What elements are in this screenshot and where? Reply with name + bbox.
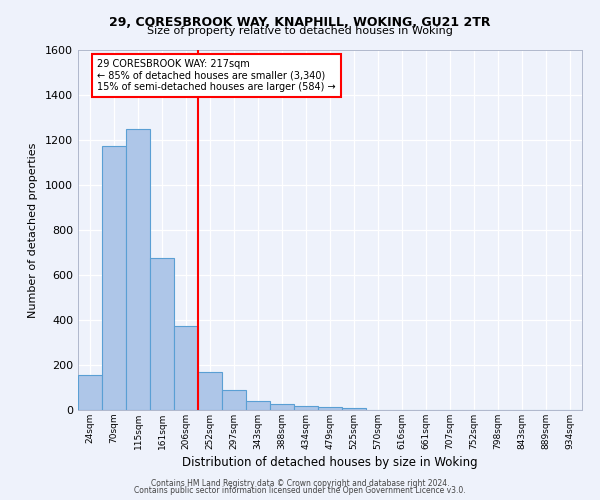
Bar (318, 407, 342, 410)
Text: Contains public sector information licensed under the Open Government Licence v3: Contains public sector information licen… (134, 486, 466, 495)
Text: 29 CORESBROOK WAY: 217sqm
← 85% of detached houses are smaller (3,340)
15% of se: 29 CORESBROOK WAY: 217sqm ← 85% of detac… (97, 59, 336, 92)
Bar (174, 326, 198, 410)
Bar (270, 404, 294, 410)
Bar (78, 375, 102, 410)
Bar (222, 390, 246, 410)
Text: 29, CORESBROOK WAY, KNAPHILL, WOKING, GU21 2TR: 29, CORESBROOK WAY, KNAPHILL, WOKING, GU… (109, 16, 491, 29)
Text: Size of property relative to detached houses in Woking: Size of property relative to detached ho… (147, 26, 453, 36)
Bar (342, 408, 366, 410)
Bar (246, 402, 270, 410)
Bar (102, 146, 126, 410)
Y-axis label: Number of detached properties: Number of detached properties (28, 142, 38, 318)
Text: Contains HM Land Registry data © Crown copyright and database right 2024.: Contains HM Land Registry data © Crown c… (151, 478, 449, 488)
Bar (126, 128, 150, 410)
Bar (150, 258, 174, 410)
Bar (294, 406, 318, 410)
Bar (198, 372, 222, 410)
X-axis label: Distribution of detached houses by size in Woking: Distribution of detached houses by size … (182, 456, 478, 469)
